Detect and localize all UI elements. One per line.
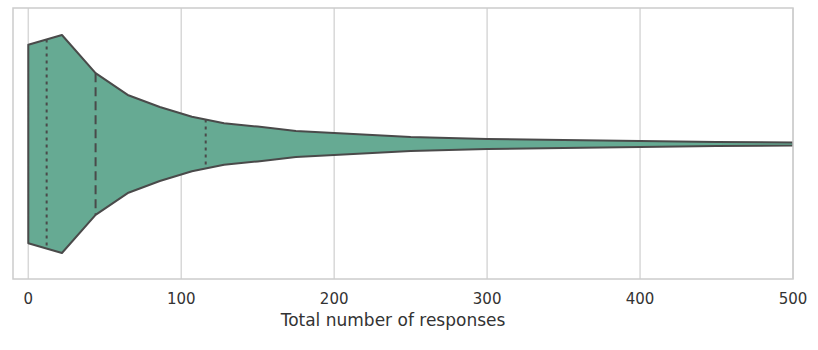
tick-label: 500 [779, 290, 808, 308]
tick-label: 0 [24, 290, 34, 308]
chart: 0 100 200 300 400 500 Total number of response… [0, 0, 818, 350]
violin [28, 35, 793, 253]
quartile-line [46, 39, 48, 248]
tick-label: 100 [167, 290, 196, 308]
quartile-line [205, 120, 207, 169]
plot-area [28, 35, 793, 253]
tick-label: 300 [473, 290, 502, 308]
quartile-line [95, 73, 97, 215]
axis-label: Total number of responses [280, 310, 506, 330]
tick-label: 400 [626, 290, 655, 308]
tick-label: 200 [320, 290, 349, 308]
plot-frame [13, 8, 793, 279]
